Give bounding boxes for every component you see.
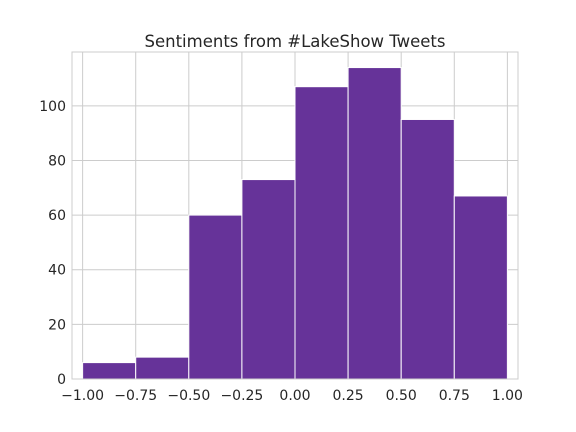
- x-tick-label: −0.25: [220, 388, 263, 404]
- histogram-bar: [400, 118, 455, 380]
- y-tick-label: 20: [48, 317, 66, 333]
- histogram-bar: [294, 86, 349, 380]
- histogram-bar: [135, 356, 190, 380]
- x-tick-label: 0.25: [333, 388, 364, 404]
- y-tick-label: 40: [48, 263, 66, 279]
- bars: [82, 67, 508, 380]
- histogram-bar: [241, 179, 296, 380]
- histogram-bar: [82, 362, 137, 380]
- y-tick-label: 0: [57, 372, 66, 388]
- y-tick-label: 60: [48, 208, 66, 224]
- x-tick-label: −0.75: [114, 388, 157, 404]
- x-tick-label: 0.00: [279, 388, 310, 404]
- x-tick-label: 1.00: [492, 388, 523, 404]
- x-tick-label: 0.75: [439, 388, 470, 404]
- y-axis-ticks: 0 20 40 60 80 100: [39, 99, 66, 388]
- plot-frame: [71, 51, 519, 380]
- histogram-bar: [453, 195, 508, 380]
- x-axis-ticks: −1.00 −0.75 −0.50 −0.25 0.00 0.25 0.50 0.75 1.00: [61, 388, 523, 404]
- y-tick-label: 100: [39, 99, 66, 115]
- x-tick-label: 0.50: [386, 388, 417, 404]
- x-tick-label: −0.50: [167, 388, 210, 404]
- histogram-bar: [347, 67, 402, 380]
- y-tick-label: 80: [48, 153, 66, 169]
- histogram-bar: [188, 214, 243, 380]
- chart-title: Sentiments from #LakeShow Tweets: [145, 32, 446, 51]
- x-tick-label: −1.00: [61, 388, 104, 404]
